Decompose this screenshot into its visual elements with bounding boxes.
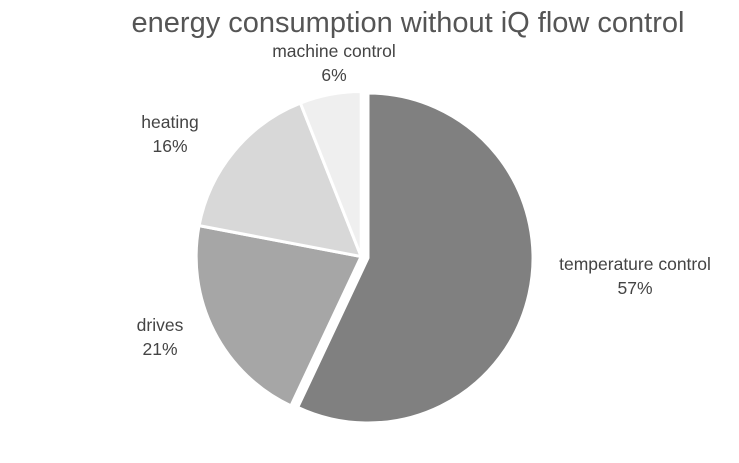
chart-title: energy consumption without iQ flow contr… (132, 7, 685, 39)
slice-value-heating: 16% (152, 136, 187, 156)
pie-slice-temperature-control (296, 91, 535, 425)
slice-label-machine-control: machine control (272, 41, 396, 61)
slice-value-drives: 21% (142, 339, 177, 359)
slice-value-temperature-control: 57% (617, 278, 652, 298)
slice-label-drives: drives (137, 315, 184, 335)
slice-label-heating: heating (141, 112, 198, 132)
pie-slices (194, 90, 535, 425)
pie-slice-machine-control (298, 90, 363, 259)
pie-labels: temperature control 57% drives 21% heating 16… (137, 41, 711, 359)
pie-slice-drives (194, 224, 363, 408)
slice-value-machine-control: 6% (321, 65, 346, 85)
slice-label-temperature-control: temperature control (559, 254, 711, 274)
pie-slice-heating (197, 101, 363, 259)
